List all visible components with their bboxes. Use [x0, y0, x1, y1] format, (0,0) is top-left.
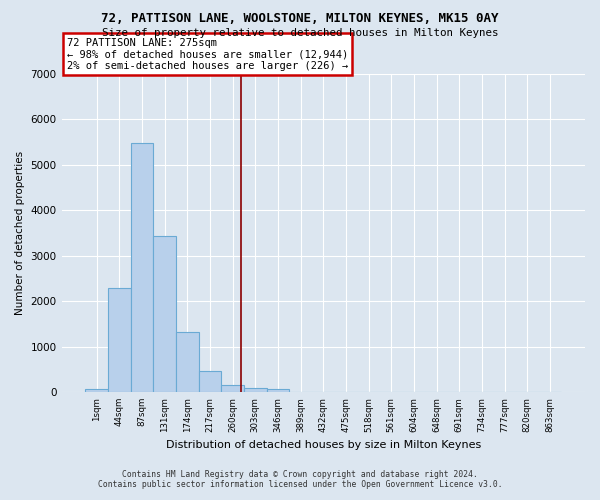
Text: Contains HM Land Registry data © Crown copyright and database right 2024.
Contai: Contains HM Land Registry data © Crown c…: [98, 470, 502, 489]
Bar: [85, 388, 108, 392]
Bar: [266, 390, 289, 392]
Bar: [131, 143, 154, 392]
X-axis label: Distribution of detached houses by size in Milton Keynes: Distribution of detached houses by size …: [166, 440, 481, 450]
Text: 72, PATTISON LANE, WOOLSTONE, MILTON KEYNES, MK15 0AY: 72, PATTISON LANE, WOOLSTONE, MILTON KEY…: [101, 12, 499, 26]
Bar: [176, 332, 199, 392]
Bar: [154, 236, 176, 392]
Text: Size of property relative to detached houses in Milton Keynes: Size of property relative to detached ho…: [102, 28, 498, 38]
Y-axis label: Number of detached properties: Number of detached properties: [15, 151, 25, 315]
Text: 72 PATTISON LANE: 275sqm
← 98% of detached houses are smaller (12,944)
2% of sem: 72 PATTISON LANE: 275sqm ← 98% of detach…: [67, 38, 348, 71]
Bar: [244, 388, 266, 392]
Bar: [221, 385, 244, 392]
Bar: [108, 288, 131, 392]
Bar: [199, 370, 221, 392]
